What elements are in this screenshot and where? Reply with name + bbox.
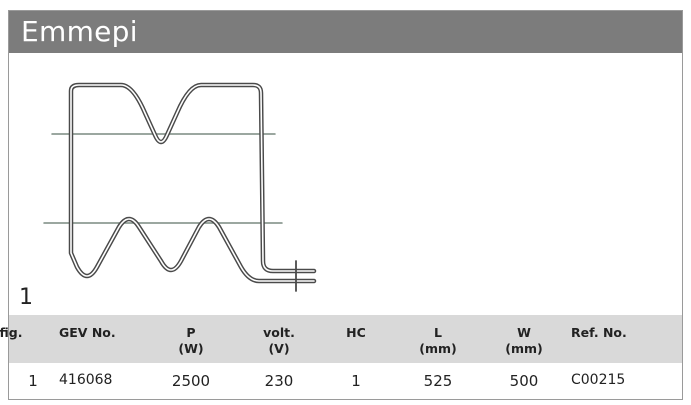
column-header: volt. (V) <box>263 325 295 357</box>
table-cell: 500 <box>509 372 539 390</box>
table-cell: C00215 <box>571 372 626 388</box>
table-cell: 230 <box>264 372 294 390</box>
figure-area: 1 <box>9 53 682 315</box>
column-label: P <box>186 325 196 340</box>
column-label: HC <box>346 325 366 340</box>
column-label: volt. <box>263 325 295 340</box>
product-card: Emmepi 1 fig. GEV No. P (W) volt. (V) HC L (mm) W… <box>0 10 683 400</box>
column-header: GEV No. <box>59 325 116 341</box>
column-header: L (mm) <box>419 325 456 357</box>
table-cell: 416068 <box>59 372 113 388</box>
column-unit: (mm) <box>505 341 543 356</box>
column-label: GEV No. <box>59 325 116 340</box>
column-label: Ref. No. <box>571 325 627 340</box>
table-cell: 1 <box>351 372 361 390</box>
column-unit: (mm) <box>419 341 457 356</box>
column-label: W <box>517 325 531 340</box>
column-unit: (W) <box>178 341 204 356</box>
table-cell: 1 <box>28 372 38 390</box>
table-cell: 525 <box>423 372 453 390</box>
column-label: fig. <box>0 325 23 340</box>
column-header: P (W) <box>178 325 203 357</box>
header-bar: Emmepi <box>9 11 682 53</box>
table-row: 1 416068 2500 230 1 525 500 C00215 <box>9 363 682 399</box>
column-header: W (mm) <box>505 325 542 357</box>
column-header: fig. <box>0 325 22 341</box>
table-cell: 2500 <box>171 372 211 390</box>
column-header: HC <box>346 325 366 341</box>
brand-title: Emmepi <box>21 15 138 48</box>
table-header: fig. GEV No. P (W) volt. (V) HC L (mm) W (mm) Ref. … <box>0 315 682 363</box>
column-header: Ref. No. <box>571 325 627 341</box>
heating-element-drawing <box>43 53 682 292</box>
column-label: L <box>434 325 442 340</box>
column-unit: (V) <box>268 341 290 356</box>
figure-label: 1 <box>19 285 33 310</box>
